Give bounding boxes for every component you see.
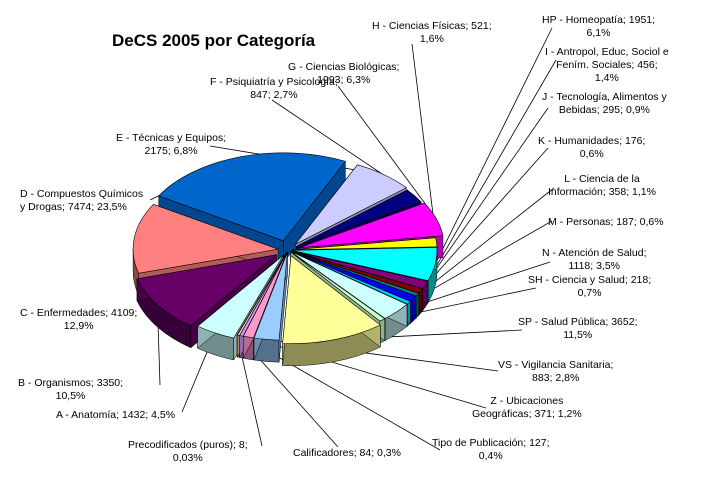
slice-d bbox=[158, 152, 346, 242]
label-e: E - Técnicas y Equipos; 2175; 6,8% bbox=[116, 132, 227, 157]
slice-n bbox=[290, 251, 408, 319]
label-sh: SH - Ciencia y Salud; 218; 0,7% bbox=[528, 274, 652, 299]
label-sp: SP - Salud Pública; 3652; 11,5% bbox=[518, 316, 638, 341]
label-pre: Precodificados (puros); 8; 0,03% bbox=[128, 439, 248, 464]
slice-h bbox=[291, 237, 438, 251]
label-cal: Calificadores; 84; 0,3% bbox=[293, 447, 401, 459]
label-c: C - Enfermedades; 4109; 12,9% bbox=[20, 307, 138, 332]
label-i: I - Antropol, Educ, Sociol e Fením. Socia… bbox=[545, 46, 669, 84]
slice-b bbox=[136, 254, 278, 327]
slice-sp bbox=[282, 255, 381, 345]
slice-g bbox=[299, 202, 444, 248]
chart-title: DeCS 2005 por Categoría bbox=[112, 31, 316, 50]
slice-c bbox=[132, 203, 280, 274]
label-h: H - Ciencias Físicas; 521; 1,6% bbox=[372, 20, 492, 45]
leader-l bbox=[413, 187, 555, 300]
slice-a bbox=[197, 255, 284, 339]
label-k: K - Humanidades; 176; 0,6% bbox=[538, 135, 646, 160]
leader-k bbox=[417, 147, 549, 295]
label-n: N - Atención de Salud; 1118; 3,5% bbox=[542, 247, 647, 272]
label-l: L - Ciencia de la Información; 358; 1,1% bbox=[548, 173, 656, 198]
label-tp: Tipo de Publicación; 127; 0,4% bbox=[432, 437, 550, 462]
slice-tops bbox=[132, 152, 444, 345]
leader-j bbox=[420, 107, 549, 292]
leader-i bbox=[425, 59, 557, 286]
label-z: Z - Ubicaciones Geográficas; 371; 1,2% bbox=[472, 395, 582, 420]
label-hp: HP - Homeopatía; 1951; 6,1% bbox=[542, 14, 656, 39]
slice-pre bbox=[236, 252, 287, 336]
label-a: A - Anatomía; 1432; 4,5% bbox=[56, 409, 176, 421]
slice-f bbox=[296, 189, 422, 247]
label-vs: VS - Vigilancia Sanitaria; 883; 2,8% bbox=[498, 359, 614, 384]
slice-hp bbox=[291, 247, 438, 282]
label-f: F - Psiquiatría y Psicología; 847; 2,7% bbox=[210, 76, 338, 101]
leader-h bbox=[411, 43, 437, 243]
slice-e bbox=[295, 164, 407, 245]
leader-g bbox=[337, 85, 437, 220]
label-b: B - Organismos; 3350; 10,5% bbox=[18, 377, 124, 402]
label-j: J - Tecnología, Alimentos y Bebidas; 295;… bbox=[542, 91, 667, 116]
leader-hp bbox=[434, 27, 553, 265]
label-d: D - Compuestos Químicos y Drogas; 7474; 2… bbox=[20, 188, 144, 213]
label-m: M - Personas; 187; 0,6% bbox=[548, 216, 664, 228]
slice-sh bbox=[290, 251, 386, 322]
slice-m bbox=[291, 251, 412, 305]
label-g: G - Ciencias Biológicas; 1993; 6,3% bbox=[288, 61, 400, 86]
slice-vs bbox=[253, 252, 288, 341]
